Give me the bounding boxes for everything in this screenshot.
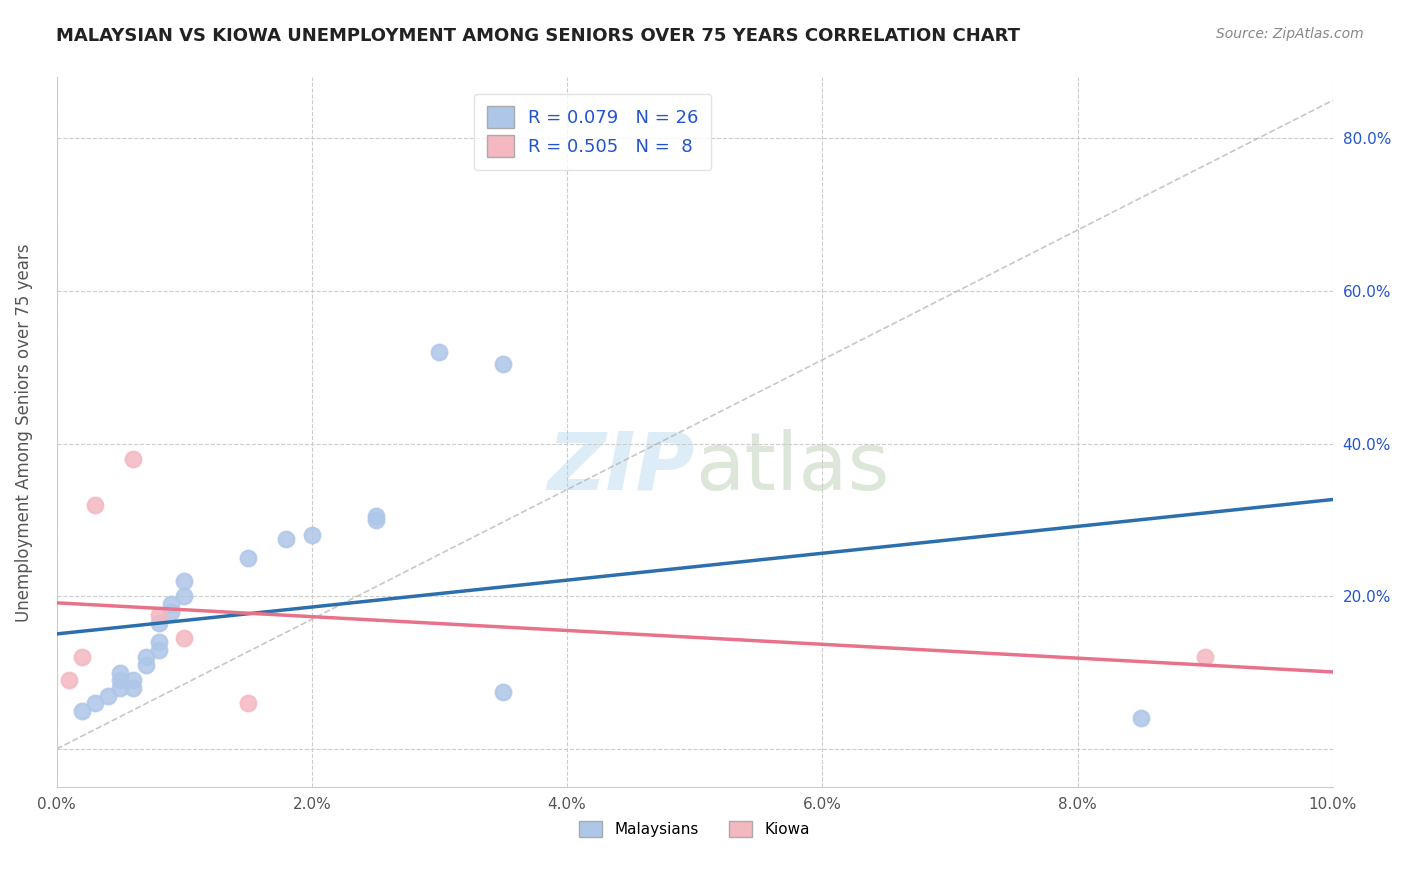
Point (1194, 650, 1216, 665)
Point (58, 673, 80, 688)
Legend: Malaysians, Kiowa: Malaysians, Kiowa (574, 815, 815, 843)
Point (97, 689, 120, 703)
Point (110, 665, 132, 680)
Point (83, 696, 105, 710)
Point (301, 528, 323, 542)
Point (148, 642, 170, 657)
Point (173, 574, 195, 588)
Point (135, 650, 157, 665)
Point (1130, 711, 1153, 725)
Point (173, 590, 195, 604)
Text: ZIP: ZIP (547, 429, 695, 507)
Point (122, 681, 145, 695)
Text: Source: ZipAtlas.com: Source: ZipAtlas.com (1216, 27, 1364, 41)
Point (148, 608, 170, 623)
Point (135, 658, 157, 673)
Point (173, 632, 195, 646)
Point (160, 597, 183, 611)
Point (236, 551, 259, 566)
Point (110, 681, 132, 695)
Text: atlas: atlas (695, 429, 889, 507)
Point (429, 345, 451, 359)
Text: MALAYSIAN VS KIOWA UNEMPLOYMENT AMONG SENIORS OVER 75 YEARS CORRELATION CHART: MALAYSIAN VS KIOWA UNEMPLOYMENT AMONG SE… (56, 27, 1021, 45)
Point (364, 513, 387, 527)
Point (148, 635, 170, 649)
Point (83, 498, 105, 512)
Point (492, 357, 515, 371)
Y-axis label: Unemployment Among Seniors over 75 years: Unemployment Among Seniors over 75 years (15, 243, 32, 622)
Point (160, 605, 183, 619)
Point (70, 704, 93, 718)
Point (110, 673, 132, 688)
Point (364, 509, 387, 524)
Point (122, 673, 145, 688)
Point (236, 696, 259, 710)
Point (148, 616, 170, 631)
Point (122, 452, 145, 467)
Point (492, 685, 515, 699)
Point (70, 650, 93, 665)
Point (276, 532, 298, 546)
